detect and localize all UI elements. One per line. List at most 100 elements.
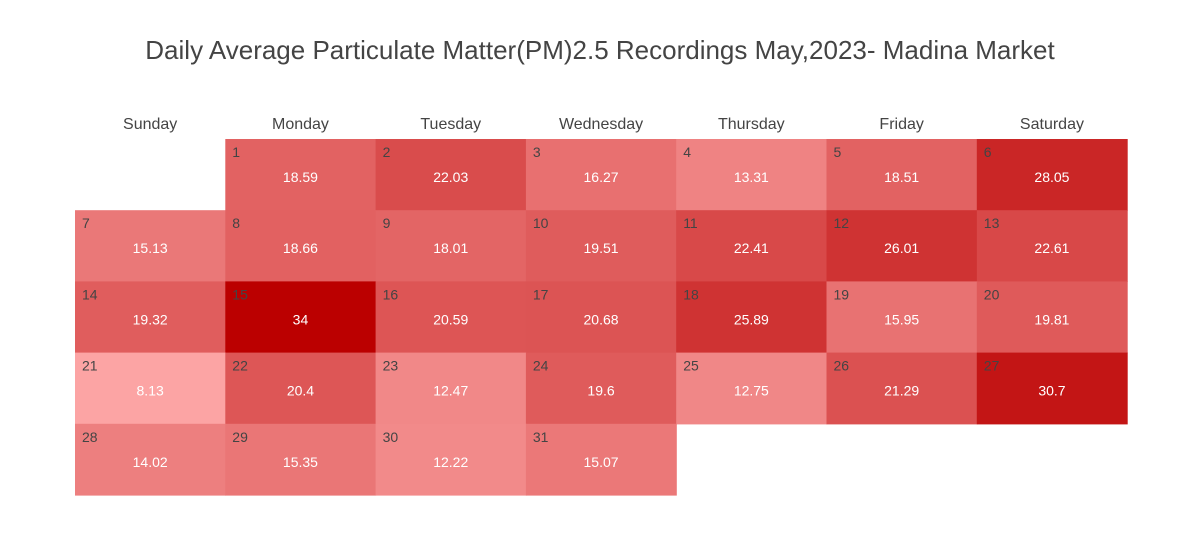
calendar-cell-day-20: 20 19.81 xyxy=(976,281,1128,354)
day-number-label: 29 xyxy=(232,429,248,445)
pm25-value-label: 19.32 xyxy=(133,311,168,327)
pm25-value-label: 20.4 xyxy=(287,383,314,399)
pm25-value-label: 18.51 xyxy=(884,169,919,185)
pm25-value-label: 34 xyxy=(293,311,309,327)
pm25-value-label: 20.68 xyxy=(584,311,619,327)
calendar-cell-day-12: 12 26.01 xyxy=(826,210,978,282)
day-number-label: 6 xyxy=(984,144,992,160)
day-number-label: 14 xyxy=(82,286,98,302)
pm25-value-label: 14.02 xyxy=(133,454,168,470)
day-number-label: 25 xyxy=(683,358,699,374)
calendar-cell-day-28: 28 14.02 xyxy=(75,423,226,496)
calendar-cell-day-29: 29 15.35 xyxy=(225,423,377,496)
heat-cell xyxy=(525,423,677,496)
pm25-value-label: 18.59 xyxy=(283,169,318,185)
weekday-header-tuesday: Tuesday xyxy=(420,116,481,133)
pm25-value-label: 22.41 xyxy=(734,240,769,256)
day-number-label: 15 xyxy=(232,286,248,302)
calendar-cell-day-9: 918.01 xyxy=(375,210,527,282)
pm25-value-label: 18.66 xyxy=(283,240,318,256)
calendar-cell-day-10: 10 19.51 xyxy=(525,210,677,282)
pm25-value-label: 15.35 xyxy=(283,454,318,470)
heat-cell xyxy=(826,139,978,211)
calendar-cell-day-6: 628.05 xyxy=(976,139,1128,211)
calendar-cell-day-13: 13 22.61 xyxy=(976,210,1128,282)
day-number-label: 28 xyxy=(82,429,98,445)
calendar-cells: 118.59222.03316.27413.31518.51628.05715.… xyxy=(75,139,1128,496)
calendar-cell-day-5: 518.51 xyxy=(826,139,978,211)
pm25-value-label: 12.22 xyxy=(433,454,468,470)
day-number-label: 13 xyxy=(984,215,1000,231)
heat-cell xyxy=(225,281,377,354)
day-number-label: 27 xyxy=(984,358,1000,374)
heat-cell xyxy=(375,352,527,425)
heat-cell xyxy=(225,210,377,282)
day-number-label: 12 xyxy=(834,215,850,231)
heat-cell xyxy=(375,423,527,496)
pm25-value-label: 15.95 xyxy=(884,311,919,327)
heat-cell xyxy=(75,423,226,496)
calendar-cell-day-26: 26 21.29 xyxy=(826,352,978,425)
calendar-cell-day-23: 23 12.47 xyxy=(375,352,527,425)
day-number-label: 21 xyxy=(82,358,98,374)
calendar-cell-day-31: 31 15.07 xyxy=(525,423,677,496)
calendar-cell-day-27: 27 30.7 xyxy=(976,352,1128,425)
day-number-label: 7 xyxy=(82,215,90,231)
day-number-label: 31 xyxy=(533,429,549,445)
day-number-label: 5 xyxy=(834,144,842,160)
day-number-label: 24 xyxy=(533,358,549,374)
day-number-label: 16 xyxy=(383,286,399,302)
weekday-header-friday: Friday xyxy=(879,116,923,133)
calendar-cell-day-1: 118.59 xyxy=(225,139,377,211)
day-number-label: 19 xyxy=(834,286,850,302)
day-number-label: 17 xyxy=(533,286,549,302)
heat-cell xyxy=(375,281,527,354)
pm25-value-label: 16.27 xyxy=(584,169,619,185)
day-number-label: 23 xyxy=(383,358,399,374)
pm25-value-label: 12.47 xyxy=(433,383,468,399)
day-number-label: 26 xyxy=(834,358,850,374)
weekday-header-saturday: Saturday xyxy=(1020,116,1084,133)
day-number-label: 3 xyxy=(533,144,541,160)
heat-cell xyxy=(826,352,978,425)
calendar-cell-day-16: 16 20.59 xyxy=(375,281,527,354)
heat-cell xyxy=(375,210,527,282)
heat-cell xyxy=(676,352,828,425)
pm25-value-label: 28.05 xyxy=(1034,169,1069,185)
calendar-cell-day-25: 25 12.75 xyxy=(676,352,828,425)
pm25-value-label: 20.59 xyxy=(433,311,468,327)
pm25-value-label: 22.61 xyxy=(1034,240,1069,256)
day-number-label: 8 xyxy=(232,215,240,231)
day-number-label: 11 xyxy=(683,215,698,231)
pm25-value-label: 30.7 xyxy=(1038,383,1065,399)
heat-cell xyxy=(976,352,1128,425)
weekday-header-wednesday: Wednesday xyxy=(559,116,643,133)
calendar-cell-day-22: 22 20.4 xyxy=(225,352,377,425)
weekday-header-monday: Monday xyxy=(272,116,329,133)
heat-cell xyxy=(525,352,677,425)
calendar-cell-day-2: 222.03 xyxy=(375,139,527,211)
pm25-value-label: 19.81 xyxy=(1034,311,1069,327)
calendar-cell-day-17: 17 20.68 xyxy=(525,281,677,354)
pm25-value-label: 19.51 xyxy=(584,240,619,256)
weekday-header-sunday: Sunday xyxy=(123,116,177,133)
calendar-cell-day-30: 30 12.22 xyxy=(375,423,527,496)
heat-cell xyxy=(225,423,377,496)
day-number-label: 22 xyxy=(232,358,248,374)
calendar-cell-day-11: 11 22.41 xyxy=(676,210,828,282)
pm25-value-label: 19.6 xyxy=(587,383,614,399)
chart-title: Daily Average Particulate Matter(PM)2.5 … xyxy=(145,35,1055,65)
calendar-cell-day-18: 18 25.89 xyxy=(676,281,828,354)
calendar-cell-day-19: 19 15.95 xyxy=(826,281,978,354)
heat-cell xyxy=(826,281,978,354)
weekday-headers: Sunday Monday Tuesday Wednesday Thursday Frid… xyxy=(123,116,1084,133)
heat-cell xyxy=(75,210,226,282)
pm25-value-label: 12.75 xyxy=(734,383,769,399)
pm25-value-label: 21.29 xyxy=(884,383,919,399)
pm25-value-label: 18.01 xyxy=(433,240,468,256)
heat-cell xyxy=(75,352,226,425)
pm25-value-label: 8.13 xyxy=(137,383,164,399)
day-number-label: 20 xyxy=(984,286,1000,302)
